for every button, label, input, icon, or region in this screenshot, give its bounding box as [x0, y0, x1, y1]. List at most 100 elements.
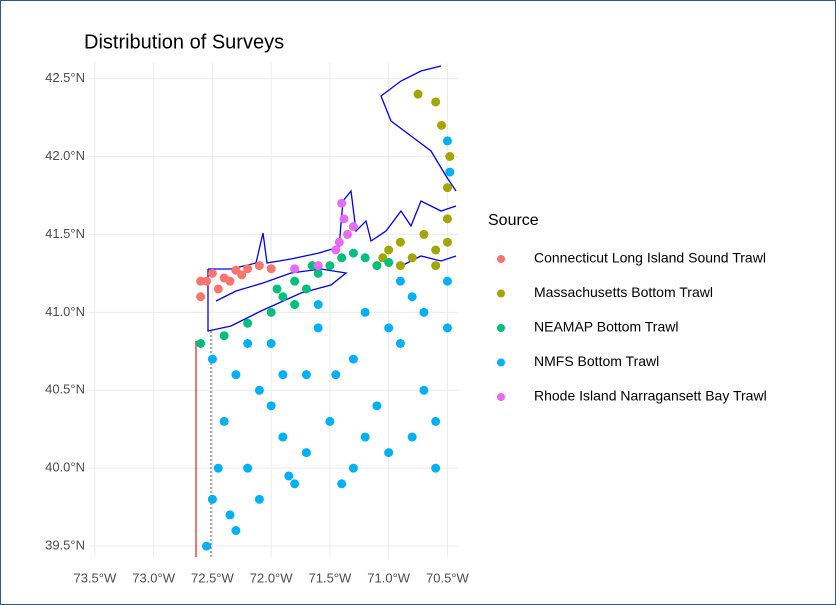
legend-swatch — [497, 255, 505, 263]
survey-point — [243, 264, 253, 274]
survey-point — [437, 120, 447, 130]
survey-point — [339, 214, 349, 224]
survey-point — [231, 370, 241, 380]
survey-point — [431, 261, 441, 271]
survey-point — [431, 416, 441, 426]
coastline — [207, 65, 457, 332]
survey-point — [442, 276, 452, 286]
survey-point — [196, 339, 206, 349]
survey-point — [213, 284, 223, 294]
y-tick-label: 40.0°N — [45, 460, 85, 475]
survey-point — [219, 331, 229, 341]
survey-point — [445, 152, 455, 162]
survey-point — [372, 261, 382, 271]
survey-point — [301, 284, 311, 294]
survey-point — [254, 385, 264, 395]
legend-label: NEAMAP Bottom Trawl — [534, 319, 678, 335]
survey-point — [272, 284, 282, 294]
legend-title: Source — [488, 212, 539, 229]
survey-point — [254, 261, 264, 271]
survey-point — [343, 229, 353, 239]
survey-point — [243, 318, 253, 328]
survey-point — [196, 292, 206, 302]
survey-point — [301, 370, 311, 380]
survey-point — [395, 276, 405, 286]
y-tick-label: 42.0°N — [45, 148, 85, 163]
legend-swatch — [497, 393, 505, 401]
y-tick-label: 39.5°N — [45, 538, 85, 553]
survey-point — [213, 463, 223, 473]
survey-point — [225, 276, 235, 286]
x-tick-label: 72.0°W — [250, 570, 294, 585]
survey-point — [313, 268, 323, 278]
survey-point — [337, 198, 347, 208]
legend: Connecticut Long Island Sound Trawl Massa… — [497, 250, 767, 404]
survey-point — [278, 370, 288, 380]
survey-point — [360, 432, 370, 442]
survey-point — [337, 253, 347, 263]
survey-point — [207, 354, 217, 364]
survey-point — [360, 253, 370, 263]
x-tick-label: 70.5°W — [426, 570, 470, 585]
survey-point — [243, 463, 253, 473]
survey-point — [284, 471, 294, 481]
survey-point — [384, 323, 394, 333]
survey-point — [325, 416, 335, 426]
survey-point — [384, 245, 394, 255]
survey-point — [395, 237, 405, 247]
x-tick-label: 72.5°W — [191, 570, 235, 585]
survey-point — [384, 448, 394, 458]
survey-point — [243, 339, 253, 349]
survey-point — [207, 268, 217, 278]
y-tick-label: 41.0°N — [45, 304, 85, 319]
survey-point — [407, 253, 417, 263]
survey-point — [442, 237, 452, 247]
legend-swatch — [497, 289, 505, 298]
x-tick-label: 71.5°W — [309, 570, 353, 585]
survey-point — [348, 354, 358, 364]
survey-point — [237, 270, 247, 280]
survey-point — [413, 89, 423, 99]
survey-point — [407, 432, 417, 442]
y-tick-label: 42.5°N — [45, 70, 85, 85]
coast-ct — [208, 189, 457, 270]
survey-point — [331, 370, 341, 380]
survey-point — [219, 416, 229, 426]
coast-ma — [380, 65, 457, 192]
legend-label: Massachusetts Bottom Trawl — [534, 284, 713, 300]
survey-point — [290, 276, 300, 286]
survey-point — [225, 510, 235, 520]
survey-point — [337, 479, 347, 489]
survey-point — [278, 292, 288, 302]
legend-swatch — [497, 324, 505, 332]
survey-point — [266, 264, 276, 274]
survey-point — [372, 401, 382, 411]
survey-point — [442, 214, 452, 224]
survey-point — [442, 183, 452, 193]
survey-point — [266, 307, 276, 317]
survey-point — [301, 448, 311, 458]
survey-point — [290, 479, 300, 489]
y-tick-label: 40.5°N — [45, 382, 85, 397]
survey-point — [266, 401, 276, 411]
chart-title: Distribution of Surveys — [84, 31, 284, 53]
legend-label: Connecticut Long Island Sound Trawl — [534, 250, 766, 266]
legend-swatch — [497, 358, 505, 367]
survey-point — [207, 494, 217, 504]
survey-point — [442, 323, 452, 333]
survey-point — [278, 432, 288, 442]
survey-point — [395, 339, 405, 349]
x-tick-label: 71.0°W — [367, 570, 411, 585]
survey-point — [419, 385, 429, 395]
survey-point — [419, 229, 429, 239]
legend-label: NMFS Bottom Trawl — [534, 353, 659, 369]
survey-point — [395, 261, 405, 271]
survey-point — [290, 300, 300, 310]
coast-li — [207, 268, 348, 332]
survey-point — [431, 245, 441, 255]
y-tick-label: 41.5°N — [45, 226, 85, 241]
grid — [89, 63, 458, 557]
survey-point — [266, 339, 276, 349]
survey-point — [202, 541, 212, 551]
